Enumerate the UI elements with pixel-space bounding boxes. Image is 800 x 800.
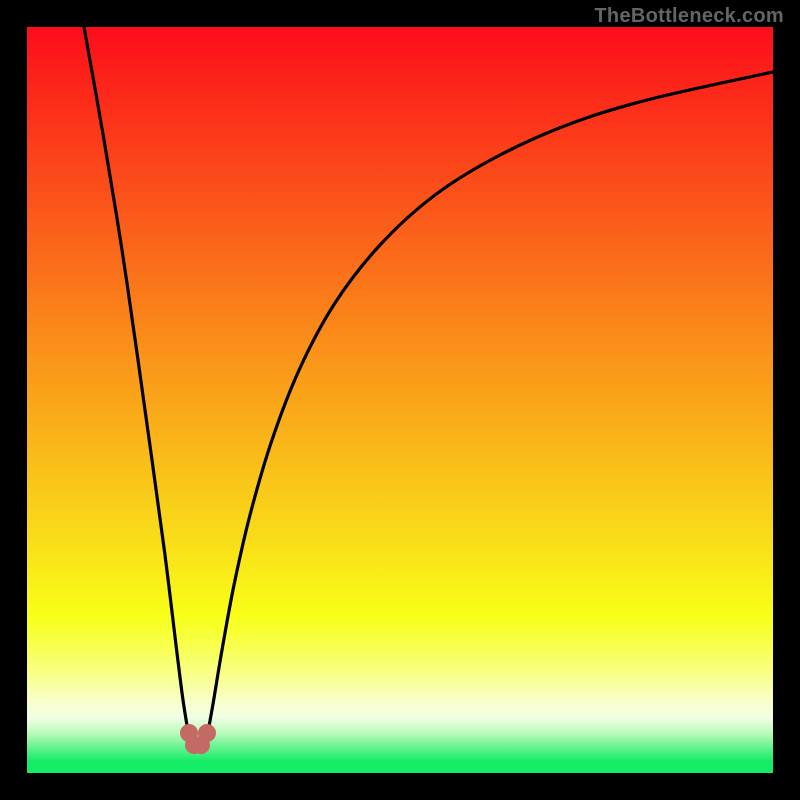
plot-area	[27, 27, 773, 773]
watermark-text: TheBottleneck.com	[594, 5, 784, 28]
chart-svg	[27, 27, 773, 773]
gradient-background	[27, 27, 773, 773]
marker-dot	[198, 724, 216, 742]
chart-container: TheBottleneck.com	[0, 0, 800, 800]
